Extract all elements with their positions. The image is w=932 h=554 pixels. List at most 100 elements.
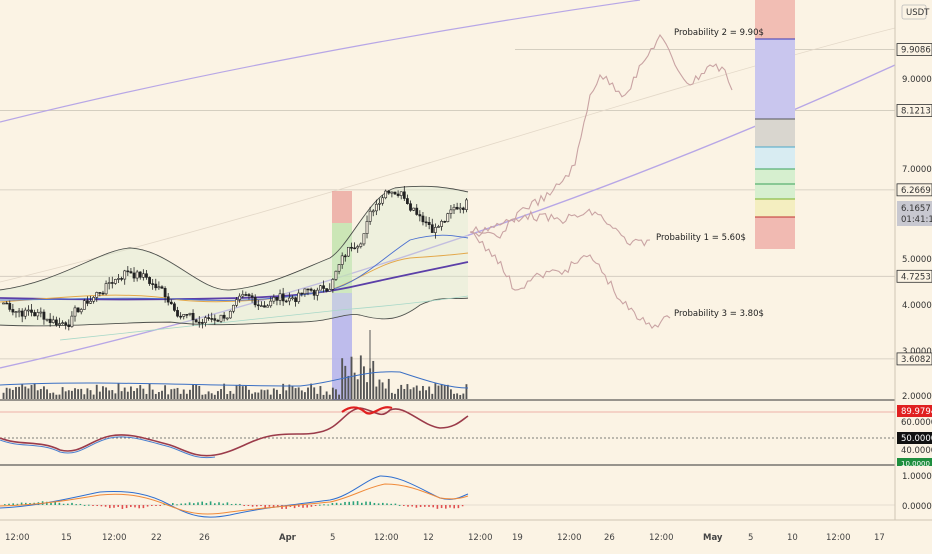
macd-histogram-bar xyxy=(453,505,455,509)
price-level-tag xyxy=(896,183,932,197)
candle-body xyxy=(458,207,462,210)
candle-body xyxy=(449,209,453,214)
macd-histogram-bar xyxy=(419,505,422,507)
macd-histogram-bar xyxy=(188,502,191,505)
macd-histogram-bar xyxy=(83,504,86,506)
candle-body xyxy=(126,270,130,273)
volume-bar xyxy=(8,388,11,399)
volume-bar xyxy=(36,390,39,399)
candle-body xyxy=(5,302,9,305)
volume-bar xyxy=(198,385,201,399)
candle-body xyxy=(263,305,266,308)
macd-histogram-bar xyxy=(394,503,397,505)
candle-body xyxy=(48,318,52,323)
macd-histogram-bar xyxy=(218,502,220,505)
candle-body xyxy=(235,299,238,306)
volume-bar xyxy=(33,383,36,399)
volume-bar xyxy=(400,384,403,399)
volume-bar xyxy=(260,389,263,399)
volume-bar xyxy=(145,393,148,399)
volume-bar xyxy=(248,389,250,399)
candle-body xyxy=(197,321,201,324)
candle-body xyxy=(213,318,217,321)
candle-body xyxy=(120,278,123,280)
candle-body xyxy=(247,294,251,297)
volume-bar xyxy=(300,390,303,399)
zone-box-red xyxy=(332,191,352,223)
candle-body xyxy=(312,290,316,296)
macd-signal-line xyxy=(0,483,469,515)
candle-body xyxy=(275,297,279,301)
macd-histogram-bar xyxy=(377,503,380,505)
macd-histogram-bar xyxy=(243,505,245,506)
macd-histogram-bar xyxy=(369,501,371,505)
candle-body xyxy=(368,210,372,222)
macd-histogram-bar xyxy=(121,505,124,509)
macd-histogram-bar xyxy=(327,504,329,506)
macd-histogram-bar xyxy=(16,503,19,505)
macd-histogram-bar xyxy=(4,504,6,506)
macd-histogram-bar xyxy=(12,503,14,505)
price-tick-4: 4.0000 xyxy=(902,301,932,311)
time-tick-label: 17 xyxy=(874,533,885,543)
volume-bar xyxy=(74,388,76,399)
candle-body xyxy=(424,221,428,224)
macd-histogram-bar xyxy=(264,505,266,508)
ma-faint xyxy=(59,295,469,341)
volume-bar xyxy=(269,394,272,399)
candle-body xyxy=(409,203,412,211)
time-tick-label: 12:00 xyxy=(374,533,399,543)
macd-histogram-bar xyxy=(314,505,317,506)
candle-body xyxy=(291,297,294,300)
macd-histogram-bar xyxy=(113,505,115,508)
volume-ma xyxy=(0,371,469,389)
macd-histogram-bar xyxy=(323,504,325,506)
target-box-grey xyxy=(755,119,795,147)
candle-body xyxy=(238,295,242,300)
candle-body xyxy=(350,246,353,249)
price-tick-5: 5.0000 xyxy=(902,255,932,265)
volume-bar xyxy=(58,394,61,399)
volume-bar xyxy=(176,387,179,399)
rsi-tag-mid xyxy=(897,432,932,444)
target-box-blue xyxy=(755,39,795,119)
candle-body xyxy=(2,302,5,305)
time-axis[interactable]: 12:00 15 12:00 22 26 Apr 5 12:00 12 12:00 19 12:00 2… xyxy=(5,533,885,543)
candle-body xyxy=(465,199,468,210)
volume-bar xyxy=(297,387,300,399)
candle-body xyxy=(306,288,310,291)
candle-body xyxy=(297,292,301,302)
macd-histogram-bar xyxy=(138,505,140,509)
time-tick-label: 12:00 xyxy=(102,533,127,543)
candle-body xyxy=(374,203,378,212)
volume-bar xyxy=(266,389,269,399)
price-tick-7: 7.0000 xyxy=(902,165,932,175)
candle-body xyxy=(269,300,273,307)
volume-bar xyxy=(5,387,8,399)
price-level-tag-text: 6.2669 xyxy=(901,186,931,196)
macd-histogram-bar xyxy=(356,501,359,505)
time-tick-label: 19 xyxy=(512,533,523,543)
volume-bar xyxy=(67,390,70,399)
candle-body xyxy=(319,285,322,291)
volume-bar xyxy=(390,392,393,399)
price-axis[interactable]: USDT 9.0000 7.0000 5.0000 4.0000 3.0000 … xyxy=(896,4,932,402)
volume-bar xyxy=(431,393,434,399)
macd-histogram-bar xyxy=(407,505,409,507)
current-price-value: 6.1657 xyxy=(901,204,931,214)
volume-bar xyxy=(55,394,58,399)
zone-box-blue xyxy=(332,293,352,400)
volume-bar xyxy=(61,387,64,399)
volume-bar xyxy=(353,372,356,399)
candle-body xyxy=(241,294,245,297)
candle-body xyxy=(437,226,440,228)
volume-bar xyxy=(173,388,176,399)
macd-histogram-bar xyxy=(344,501,346,505)
candle-body xyxy=(157,286,161,289)
macd-histogram-bar xyxy=(8,503,10,505)
price-tick-3: 3.0000 xyxy=(902,347,932,357)
candle-body xyxy=(160,286,164,289)
annotation-probability-2: Probability 2 = 9.90$ xyxy=(674,28,764,38)
candle-body xyxy=(365,221,369,234)
